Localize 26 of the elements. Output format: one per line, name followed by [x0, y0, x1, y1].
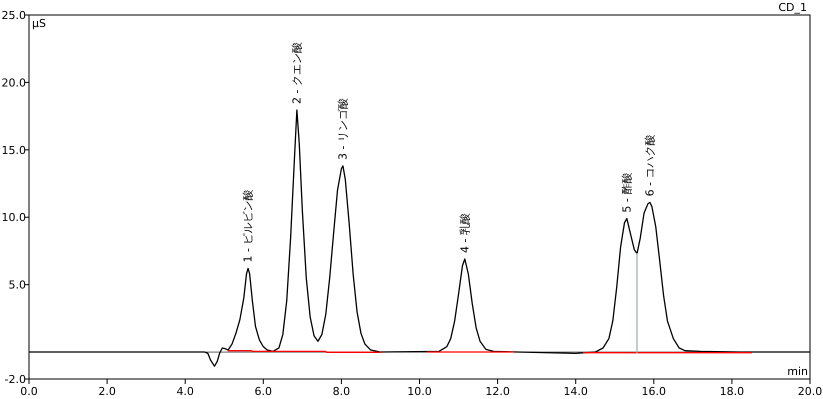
y-tick-label: 10.0 [2, 211, 26, 224]
annotation: 3 - リンゴ酸 [336, 98, 350, 160]
annotation: 4 - 乳酸 [458, 213, 472, 254]
x-tick-label: 0.0 [20, 385, 38, 398]
annotation: 6 - コハク酸 [643, 134, 656, 196]
x-tick-label: 10.0 [407, 385, 432, 398]
x-tick-label: 20.0 [798, 385, 822, 398]
y-axis-title: μS [32, 17, 46, 30]
x-tick-label: 4.0 [176, 385, 194, 398]
x-tick-label: 6.0 [254, 385, 272, 398]
annotation: 5 - 酢酸 [620, 172, 634, 213]
y-tick-label: 15.0 [2, 144, 26, 157]
text: CD_1 [778, 1, 807, 14]
x-tick-label: 16.0 [642, 385, 666, 398]
y-tick-label: 5.0 [8, 278, 26, 292]
x-tick-label: 18.0 [720, 385, 744, 398]
annotation: 2 - クエン酸 [290, 42, 304, 104]
x-tick-label: 14.0 [563, 385, 588, 398]
x-tick-label: 2.0 [98, 385, 116, 398]
y-tick-label: 25.0 [2, 9, 26, 22]
y-tick-label: 20.0 [2, 76, 26, 90]
annotation: 1 - ピルビン酸 [242, 189, 255, 262]
x-axis-title: min [787, 365, 808, 378]
y-tick-label: -2.0 [4, 373, 26, 386]
x-tick-label: 8.0 [332, 385, 350, 398]
x-tick-label: 12.0 [485, 385, 510, 398]
